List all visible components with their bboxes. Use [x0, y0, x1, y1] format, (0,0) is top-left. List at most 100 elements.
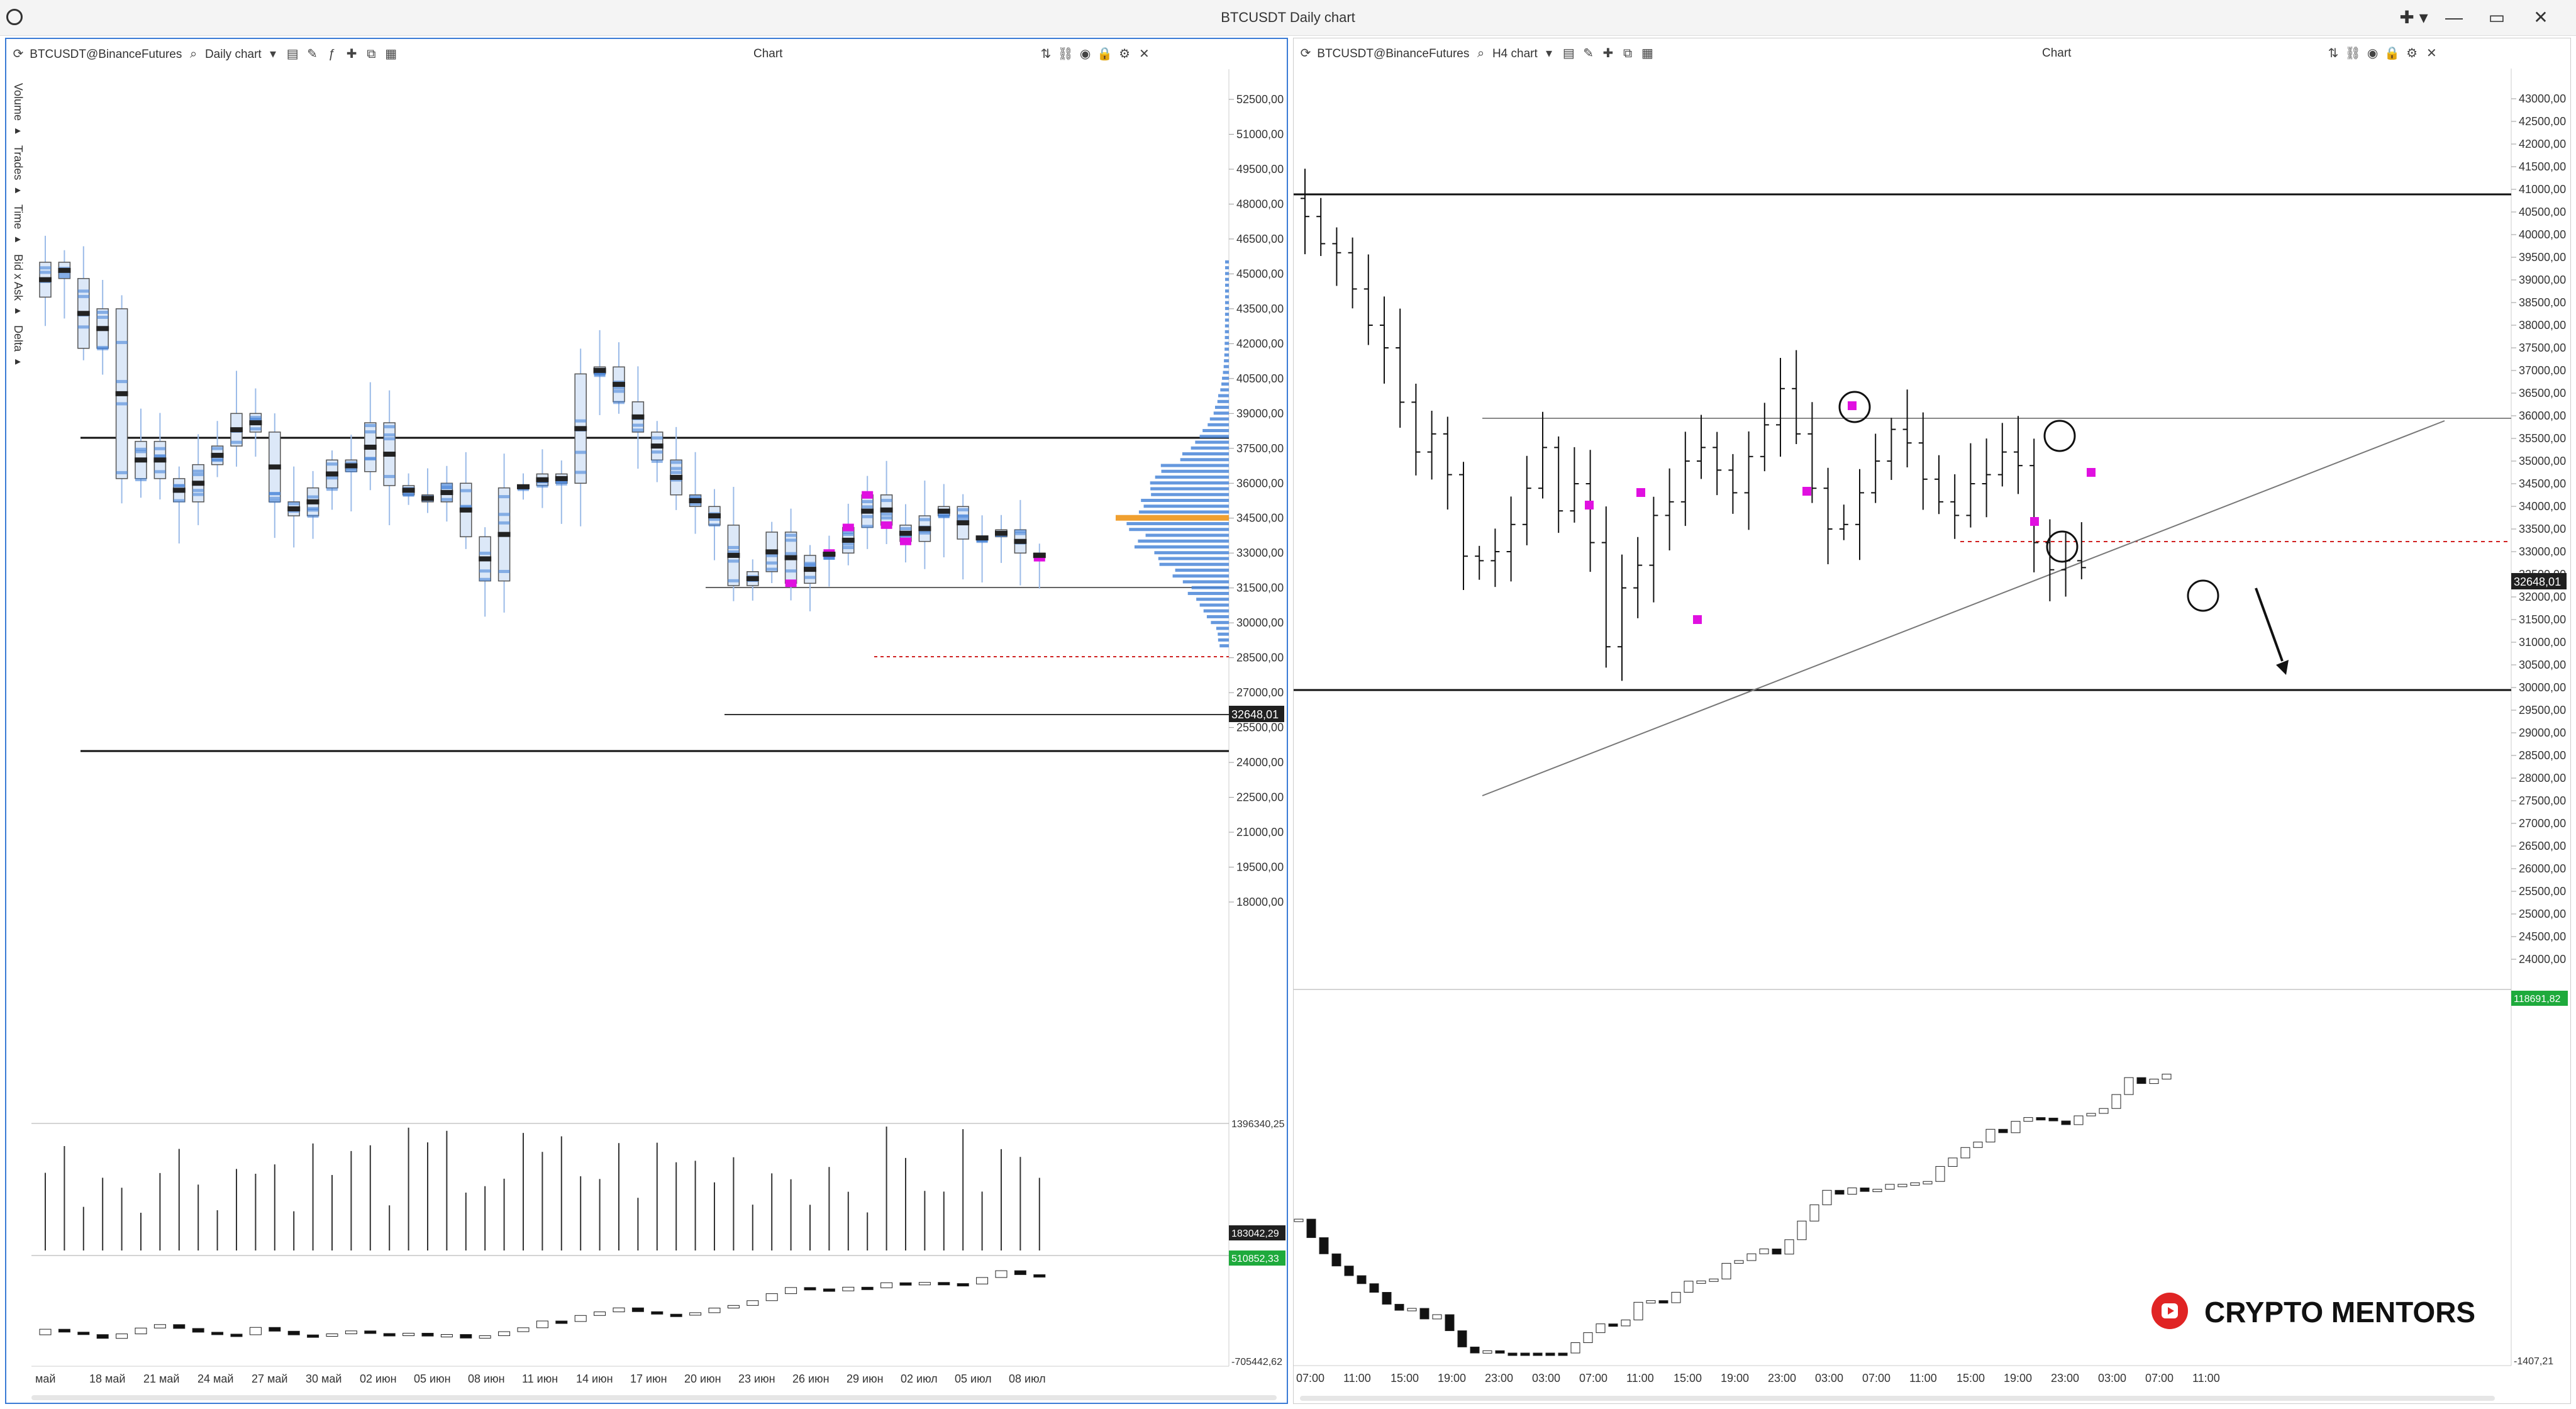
side-tab-delta[interactable]: Delta ▸	[12, 325, 25, 368]
volume-profile-bar	[1223, 365, 1229, 369]
right-delta-candle	[1860, 1187, 1870, 1192]
timeframe-dropdown-icon[interactable]: ▾	[269, 47, 276, 61]
crosshair-icon[interactable]: ✚	[346, 47, 357, 61]
cluster-cell	[823, 556, 835, 560]
right-delta-candle	[1973, 1142, 1983, 1148]
right-time-tick-label: 23:00	[1485, 1372, 1513, 1384]
right-delta-candle	[1457, 1330, 1467, 1347]
left-chart-canvas[interactable]: 52500,00 51000,00 49500,00 48000,00 46500,00…	[6, 39, 1287, 1403]
indicators-icon[interactable]: ƒ	[328, 47, 336, 61]
lock-icon[interactable]: 🔒	[2384, 47, 2401, 60]
left-timeframe-select[interactable]: Daily chart	[204, 48, 262, 61]
chart-type-icon[interactable]: ▤	[286, 47, 299, 61]
cluster-cell	[97, 315, 109, 319]
delta-candle	[287, 1330, 300, 1335]
side-tab-volume[interactable]: Volume ▸	[12, 83, 25, 138]
poc-marker	[172, 487, 186, 493]
sync-icon[interactable]: ⟳	[13, 47, 24, 61]
left-price-tick-label: 31500,00	[1236, 582, 1284, 594]
side-tab-bid-ask[interactable]: Bid x Ask ▸	[12, 253, 25, 317]
right-time-tick-label: 03:00	[2098, 1372, 2126, 1384]
left-horizontal-scrollbar[interactable]	[31, 1395, 1277, 1400]
close-window-button[interactable]: ✕	[2533, 8, 2548, 27]
delta-candle	[938, 1282, 950, 1286]
cluster-cell	[651, 436, 663, 440]
link-icon[interactable]: ⛓	[2345, 47, 2361, 60]
right-price-tick-label: 30000,00	[2519, 681, 2566, 694]
settings-icon[interactable]: ⚙	[2406, 47, 2418, 60]
poc-marker	[268, 464, 281, 470]
layout-icon[interactable]: ▦	[1641, 47, 1653, 60]
right-horizontal-scrollbar[interactable]	[1300, 1396, 2495, 1401]
cluster-cell	[97, 347, 109, 350]
timeframe-dropdown-icon[interactable]: ▾	[1546, 47, 1553, 60]
right-symbol[interactable]: BTCUSDT@BinanceFutures	[1317, 47, 1470, 60]
side-tab-trades[interactable]: Trades ▸	[12, 145, 25, 197]
search-icon[interactable]: ⌕	[1477, 47, 1485, 60]
h4-chart-pane[interactable]: ⟳ BTCUSDT@BinanceFutures ⌕ H4 chart ▾ ▤ …	[1293, 38, 2571, 1404]
right-delta-candle	[1633, 1301, 1643, 1320]
left-price-tick-label: 43500,00	[1236, 303, 1284, 315]
cluster-cell	[154, 447, 166, 450]
volume-profile-bar	[1172, 574, 1229, 578]
close-pane-icon[interactable]: ✕	[2426, 47, 2437, 60]
chart-type-icon[interactable]: ▤	[1562, 47, 1575, 60]
camera-icon[interactable]: ◉	[1079, 47, 1091, 61]
pencil-icon[interactable]: ✎	[1583, 47, 1594, 60]
crosshair-icon[interactable]: ✚	[1602, 47, 1614, 60]
delta-candle	[479, 1335, 491, 1339]
cluster-cell	[192, 472, 204, 476]
left-date-tick-label: 21 май	[143, 1373, 179, 1385]
left-price-tick-label: 36000,00	[1236, 477, 1284, 489]
poc-marker	[58, 267, 71, 273]
maximize-button[interactable]: ▭	[2488, 8, 2506, 27]
scale-icon[interactable]: ⇅	[1040, 47, 1052, 61]
volume-profile-bar	[1160, 464, 1229, 467]
poc-marker	[650, 443, 663, 449]
right-timeframe-select[interactable]: H4 chart	[1492, 47, 1538, 60]
sync-icon[interactable]: ⟳	[1300, 47, 1311, 60]
downtrend-arrow-shaft	[2255, 588, 2284, 662]
volume-profile-bar	[1217, 399, 1229, 403]
volume-profile-bar	[1224, 289, 1229, 293]
camera-icon[interactable]: ◉	[2367, 47, 2379, 60]
daily-chart-pane[interactable]: ⟳ BTCUSDT@BinanceFutures ⌕ Daily chart ▾…	[5, 38, 1288, 1404]
pencil-icon[interactable]: ✎	[307, 47, 318, 61]
template-icon[interactable]: ⧉	[367, 47, 376, 61]
cluster-cell	[880, 516, 892, 520]
template-icon[interactable]: ⧉	[1623, 47, 1633, 60]
cluster-cell	[842, 545, 854, 549]
left-symbol[interactable]: BTCUSDT@BinanceFutures	[30, 48, 182, 61]
delta-candle	[842, 1286, 855, 1291]
layout-icon[interactable]: ▦	[385, 47, 397, 61]
right-delta-candle	[1985, 1128, 1996, 1143]
link-icon[interactable]: ⛓	[1057, 47, 1074, 61]
add-window-button[interactable]: ✚ ▾	[2399, 8, 2428, 27]
volume-profile-bar	[1159, 562, 1229, 566]
left-price-tick-label: 18000,00	[1236, 896, 1284, 908]
cluster-cell	[766, 567, 778, 571]
right-time-tick-label: 15:00	[1674, 1372, 1702, 1384]
right-delta-candle	[2136, 1077, 2146, 1084]
settings-icon[interactable]: ⚙	[1119, 47, 1131, 61]
lock-icon[interactable]: 🔒	[1097, 47, 1113, 61]
cluster-cell	[880, 512, 892, 516]
right-chart-canvas[interactable]: 43000,00 42500,00 42000,00 41500,00 41000,00…	[1294, 38, 2570, 1403]
search-icon[interactable]: ⌕	[190, 47, 197, 61]
cluster-cell	[307, 508, 319, 512]
cluster-cell	[728, 579, 740, 582]
cluster-cell	[1014, 532, 1026, 535]
close-pane-icon[interactable]: ✕	[1139, 47, 1150, 61]
right-price-tick-label: 25000,00	[2519, 908, 2566, 920]
poc-marker	[383, 452, 396, 457]
side-tab-time[interactable]: Time ▸	[12, 204, 25, 246]
minimize-button[interactable]: —	[2445, 8, 2463, 27]
scale-icon[interactable]: ⇅	[2328, 47, 2339, 60]
poc-marker	[861, 508, 874, 514]
volume-profile-bar	[1222, 376, 1229, 380]
poc-marker	[1014, 538, 1027, 544]
right-price-tick-label: 31500,00	[2519, 613, 2566, 626]
delta-candle	[804, 1287, 816, 1291]
right-delta-candle	[1923, 1181, 1933, 1184]
right-price-tick-label: 38500,00	[2519, 296, 2566, 309]
